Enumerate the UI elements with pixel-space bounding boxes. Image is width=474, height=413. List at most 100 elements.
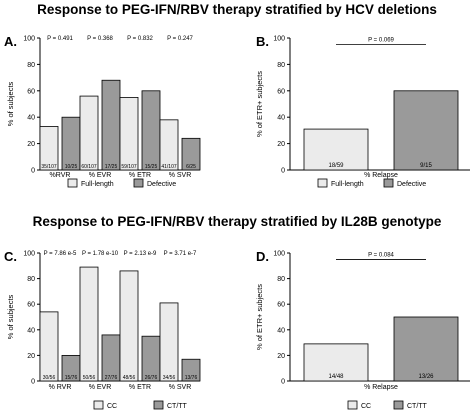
panel-4-legend-swatch xyxy=(347,400,358,410)
panel-2-y-tick-label: 60 xyxy=(277,88,285,95)
panel-1-bar-full-length xyxy=(39,126,59,171)
panel-3-p-value: P = 1.78 e-10 xyxy=(82,251,119,257)
panel-1-bar-count-label: 17/25 xyxy=(105,164,118,170)
panel-3-y-tick-label: 20 xyxy=(27,353,35,360)
panel-1-y-tick-label: 80 xyxy=(27,62,35,69)
panel-1-bar-defective xyxy=(61,116,81,171)
panel-4-y-tick-label: 40 xyxy=(277,327,285,334)
panel-4-legend-label: CC xyxy=(361,403,371,410)
panel-2-bar-full-length xyxy=(303,128,369,171)
panel-1-y-tick-label: 100 xyxy=(23,36,35,43)
panel-1-y-tick-label: 20 xyxy=(27,141,35,148)
panel-2-legend-label: Defective xyxy=(397,181,426,188)
panel-2-p-value: P = 0.069 xyxy=(368,38,394,44)
panel-1-bar-full-length xyxy=(79,95,99,171)
panel-1-bar-count-label: 59/107 xyxy=(121,164,137,170)
panel-3-bar-cc xyxy=(39,311,59,382)
panel-3-y-axis-title: % of subjects xyxy=(6,294,15,339)
panel-3-p-value: P = 2.13 e-9 xyxy=(124,251,157,257)
panel-3-legend-swatch xyxy=(153,400,164,410)
panel-3-bar-count-label: 30/56 xyxy=(43,375,56,381)
panel-1-bar-count-label: 15/25 xyxy=(145,164,158,170)
panel-4-legend-swatch xyxy=(393,400,404,410)
section-title-hcv-deletions: Response to PEG-IFN/RBV therapy stratifi… xyxy=(37,2,437,17)
panel-3-bar-count-label: 27/76 xyxy=(105,375,118,381)
panel-3-bar-count-label: 48/56 xyxy=(123,375,136,381)
panel-4-y-tick-label: 80 xyxy=(277,276,285,283)
panel-3-category-label: % EVR xyxy=(89,384,112,391)
panel-3-bar-count-label: 34/56 xyxy=(163,375,176,381)
panel-4-y-axis-title: % of ETR+ subjects xyxy=(255,284,264,350)
panel-1-bar-count-label: 10/25 xyxy=(65,164,78,170)
panel-2-y-tick-label: 80 xyxy=(277,62,285,69)
panel-2-legend-swatch xyxy=(383,178,394,188)
panel-3-p-value: P = 7.86 e-5 xyxy=(44,251,77,257)
panel-2-y-axis-title: % of ETR+ subjects xyxy=(255,71,264,137)
panel-2-letter: B. xyxy=(256,34,269,49)
panel-1-category-label: %RVR xyxy=(50,172,71,179)
panel-2-legend-label: Full-length xyxy=(331,181,364,188)
panel-1-bar-defective xyxy=(181,137,201,171)
panel-1-category-label: % ETR xyxy=(129,172,151,179)
panel-1-p-value: P = 0.368 xyxy=(87,36,113,42)
panel-2-bar-count-label: 9/15 xyxy=(420,163,432,169)
panel-1-legend-swatch xyxy=(67,178,78,188)
panel-2-y-tick-label: 40 xyxy=(277,115,285,122)
panel-1-p-value: P = 0.832 xyxy=(127,36,153,42)
panel-2-category-label: % Relapse xyxy=(364,172,398,179)
panel-2-y-tick-label: 100 xyxy=(273,36,285,43)
panel-2-y-tick-label: 20 xyxy=(277,141,285,148)
panel-3-p-value: P = 3.71 e-7 xyxy=(164,251,197,257)
panel-1-bar-defective xyxy=(141,90,161,171)
panel-1-p-value: P = 0.491 xyxy=(47,36,73,42)
panel-4-bar-count-label: 14/48 xyxy=(328,374,344,380)
panel-4-legend-label: CT/TT xyxy=(407,403,428,410)
panel-2-legend-swatch xyxy=(317,178,328,188)
panel-3-bar-count-label: 15/76 xyxy=(65,375,78,381)
panel-3-legend-label: CC xyxy=(107,403,117,410)
panel-1-legend-label: Defective xyxy=(147,181,176,188)
panel-3-legend-label: CT/TT xyxy=(167,403,188,410)
panel-3-bar-cc xyxy=(79,266,99,382)
panel-1-y-tick-label: 60 xyxy=(27,88,35,95)
panel-4-y-tick-label: 60 xyxy=(277,302,285,309)
panel-3-category-label: % ETR xyxy=(129,384,151,391)
panel-4-y-tick-label: 0 xyxy=(281,379,285,386)
panel-4-bar-ct-tt xyxy=(393,316,459,382)
panel-3-bar-count-label: 13/76 xyxy=(185,375,198,381)
panel-4-y-tick-label: 100 xyxy=(273,251,285,258)
panel-3-category-label: % RVR xyxy=(49,384,72,391)
panel-1-bar-full-length xyxy=(159,119,179,171)
panel-1-legend-swatch xyxy=(133,178,144,188)
panel-3-bar-ct-tt xyxy=(181,358,201,382)
panel-3-bar-cc xyxy=(119,270,139,382)
panel-1-letter: A. xyxy=(4,34,17,49)
panel-3-category-label: % SVR xyxy=(169,384,192,391)
panel-1-bar-count-label: 60/107 xyxy=(81,164,97,170)
panel-1-bar-defective xyxy=(101,79,121,171)
panel-1-category-label: % SVR xyxy=(169,172,192,179)
panel-3-y-tick-label: 0 xyxy=(31,379,35,386)
panel-3-bar-count-label: 26/76 xyxy=(145,375,158,381)
panel-4-p-value: P = 0.084 xyxy=(368,253,394,259)
panel-2-bar-count-label: 18/59 xyxy=(328,163,344,169)
panel-1-category-label: % EVR xyxy=(89,172,112,179)
panel-3-y-tick-label: 100 xyxy=(23,251,35,258)
panel-1-bar-count-label: 35/107 xyxy=(41,164,57,170)
panel-4-category-label: % Relapse xyxy=(364,384,398,391)
panel-3-bar-cc xyxy=(159,302,179,382)
panel-1-bar-count-label: 6/25 xyxy=(186,164,196,170)
panel-3-y-tick-label: 80 xyxy=(27,276,35,283)
panel-4-letter: D. xyxy=(256,249,269,264)
panel-4-y-tick-label: 20 xyxy=(277,353,285,360)
panel-1-bar-count-label: 41/107 xyxy=(161,164,177,170)
panel-2-bar-defective xyxy=(393,90,459,171)
section-title-il28b-genotype: Response to PEG-IFN/RBV therapy stratifi… xyxy=(33,214,442,229)
panel-3-letter: C. xyxy=(4,249,17,264)
panel-1-p-value: P = 0.247 xyxy=(167,36,193,42)
panel-4-bar-count-label: 13/26 xyxy=(418,374,434,380)
panel-1-y-axis-title: % of subjects xyxy=(6,81,15,126)
panel-2-y-tick-label: 0 xyxy=(281,168,285,175)
panel-1-legend-label: Full-length xyxy=(81,181,114,188)
